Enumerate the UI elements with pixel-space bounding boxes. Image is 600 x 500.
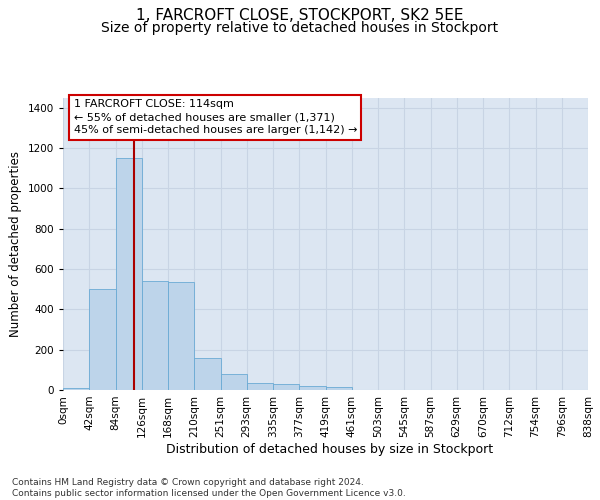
Bar <box>115 158 142 390</box>
Text: Size of property relative to detached houses in Stockport: Size of property relative to detached ho… <box>101 21 499 35</box>
Bar <box>299 386 325 390</box>
Text: 1, FARCROFT CLOSE, STOCKPORT, SK2 5EE: 1, FARCROFT CLOSE, STOCKPORT, SK2 5EE <box>136 8 464 22</box>
Bar <box>89 289 115 390</box>
Bar <box>325 387 352 390</box>
Bar <box>273 384 299 390</box>
Bar <box>194 358 221 390</box>
Bar <box>221 374 247 390</box>
Bar <box>247 383 273 390</box>
Bar <box>142 281 168 390</box>
Bar <box>168 282 194 390</box>
Text: 1 FARCROFT CLOSE: 114sqm
← 55% of detached houses are smaller (1,371)
45% of sem: 1 FARCROFT CLOSE: 114sqm ← 55% of detach… <box>74 99 357 136</box>
Text: Distribution of detached houses by size in Stockport: Distribution of detached houses by size … <box>166 442 494 456</box>
Bar <box>63 388 89 390</box>
Y-axis label: Number of detached properties: Number of detached properties <box>9 151 22 337</box>
Text: Contains HM Land Registry data © Crown copyright and database right 2024.
Contai: Contains HM Land Registry data © Crown c… <box>12 478 406 498</box>
